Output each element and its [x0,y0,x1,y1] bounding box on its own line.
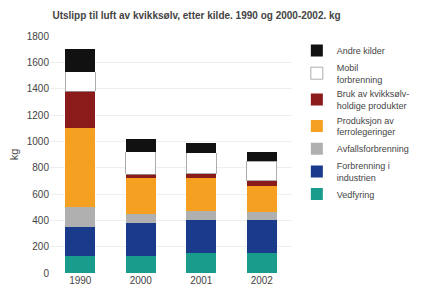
svg-text:200: 200 [32,241,49,252]
svg-text:Forbrenning iindustrien: Forbrenning iindustrien [337,161,390,183]
svg-text:Produksjon avferrolegeringer: Produksjon avferrolegeringer [337,116,396,138]
svg-text:1600: 1600 [27,57,50,68]
svg-text:1400: 1400 [27,83,50,94]
svg-text:Vedfyring: Vedfyring [337,190,375,200]
svg-text:800: 800 [32,162,49,173]
svg-text:2001: 2001 [190,275,213,286]
svg-text:Andre kilder: Andre kilder [337,46,385,56]
svg-text:Mobilforbrenning: Mobilforbrenning [337,63,383,85]
svg-text:1000: 1000 [27,136,50,147]
svg-text:1800: 1800 [27,31,50,42]
svg-text:400: 400 [32,215,49,226]
svg-text:Bruk av kvikksølv-holdige prod: Bruk av kvikksølv-holdige produkter [337,89,410,111]
svg-text:0: 0 [43,268,49,279]
svg-text:600: 600 [32,189,49,200]
svg-text:kg: kg [8,149,20,161]
svg-text:1990: 1990 [69,275,92,286]
svg-text:2002: 2002 [251,275,274,286]
svg-text:1200: 1200 [27,110,50,121]
svg-text:Utslipp til luft av kvikksølv,: Utslipp til luft av kvikksølv, etter kil… [52,10,340,21]
svg-text:2000: 2000 [130,275,153,286]
svg-text:Avfallsforbrenning: Avfallsforbrenning [337,144,409,154]
